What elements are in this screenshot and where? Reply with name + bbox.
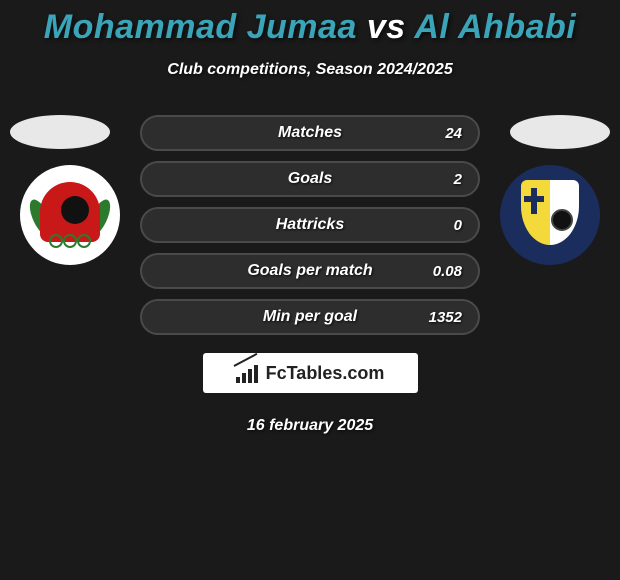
stat-label: Goals <box>288 170 332 188</box>
chart-icon <box>236 363 260 383</box>
stat-label: Goals per match <box>247 262 372 280</box>
stat-row: Goals 2 <box>140 161 480 197</box>
title-player1: Mohammad Jumaa <box>44 8 357 46</box>
stat-value-right: 1352 <box>429 309 462 326</box>
stat-value-right: 24 <box>445 125 462 142</box>
subtitle: Club competitions, Season 2024/2025 <box>0 61 620 79</box>
stat-value-right: 0 <box>454 217 462 234</box>
player1-club-badge <box>20 165 120 265</box>
stat-row: Goals per match 0.08 <box>140 253 480 289</box>
stat-label: Min per goal <box>263 308 357 326</box>
player1-photo <box>10 115 110 149</box>
stat-row: Matches 24 <box>140 115 480 151</box>
title-vs: vs <box>367 8 406 46</box>
stat-label: Matches <box>278 124 342 142</box>
stat-value-right: 0.08 <box>433 263 462 280</box>
branding-logo[interactable]: FcTables.com <box>203 353 418 393</box>
date-text: 16 february 2025 <box>0 417 620 435</box>
stats-area: Matches 24 Goals 2 Hattricks 0 Goals per match… <box>0 115 620 335</box>
page-title: Mohammad Jumaa vs Al Ahbabi <box>0 8 620 47</box>
stat-label: Hattricks <box>276 216 344 234</box>
stat-row: Min per goal 1352 <box>140 299 480 335</box>
player2-photo <box>510 115 610 149</box>
player2-club-badge <box>500 165 600 265</box>
stat-value-right: 2 <box>454 171 462 188</box>
stat-row: Hattricks 0 <box>140 207 480 243</box>
comparison-card: Mohammad Jumaa vs Al Ahbabi Club competi… <box>0 0 620 435</box>
title-player2: Al Ahbabi <box>414 8 576 46</box>
branding-text: FcTables.com <box>266 363 385 384</box>
